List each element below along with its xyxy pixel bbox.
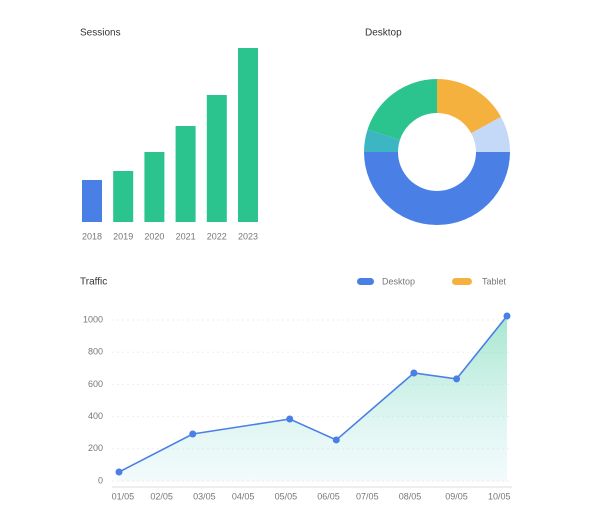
x-tick-label: 2021 (176, 231, 196, 241)
bar (113, 171, 134, 222)
y-tick-label: 200 (88, 443, 103, 453)
point (286, 415, 294, 423)
point (189, 430, 197, 438)
bar (82, 180, 102, 222)
bar (206, 95, 227, 222)
point (115, 468, 123, 476)
donut-segment (367, 79, 437, 140)
x-tick-label: 07/05 (356, 491, 379, 501)
x-tick-label: 2019 (113, 231, 133, 241)
y-tick-label: 1000 (83, 314, 103, 324)
donut-segment (364, 129, 400, 152)
legend-swatch (357, 278, 374, 285)
donut-segment (471, 116, 510, 152)
bar (175, 126, 196, 222)
x-tick-label: 2023 (238, 231, 258, 241)
y-tick-label: 600 (88, 379, 103, 389)
y-tick-label: 0 (98, 475, 103, 485)
chart-title: Desktop (365, 28, 402, 39)
x-tick-label: 06/05 (317, 491, 340, 501)
point (503, 312, 511, 320)
point (453, 375, 461, 383)
legend-label: Desktop (382, 276, 415, 286)
x-tick-label: 2018 (82, 231, 102, 241)
x-tick-label: 03/05 (193, 491, 216, 501)
x-tick-label: 05/05 (275, 491, 298, 501)
legend-label: Tablet (482, 276, 507, 286)
chart-title: Sessions (80, 28, 121, 39)
area (119, 315, 507, 481)
chart-title: Traffic (80, 277, 107, 288)
x-tick-label: 09/05 (445, 491, 468, 501)
x-tick-label: 01/05 (112, 491, 135, 501)
x-tick-label: 08/05 (399, 491, 422, 501)
x-tick-label: 04/05 (232, 491, 255, 501)
legend-swatch (452, 278, 472, 285)
x-tick-label: 2022 (207, 231, 227, 241)
y-tick-label: 800 (88, 347, 103, 357)
x-tick-label: 2020 (144, 231, 164, 241)
donut-segment (364, 152, 510, 225)
point (332, 436, 340, 444)
y-tick-label: 400 (88, 411, 103, 421)
donut-segment (437, 79, 501, 134)
x-tick-label: 10/05 (488, 491, 511, 501)
bar (144, 152, 165, 222)
x-tick-label: 02/05 (150, 491, 173, 501)
bar (238, 48, 258, 222)
point (410, 369, 418, 377)
